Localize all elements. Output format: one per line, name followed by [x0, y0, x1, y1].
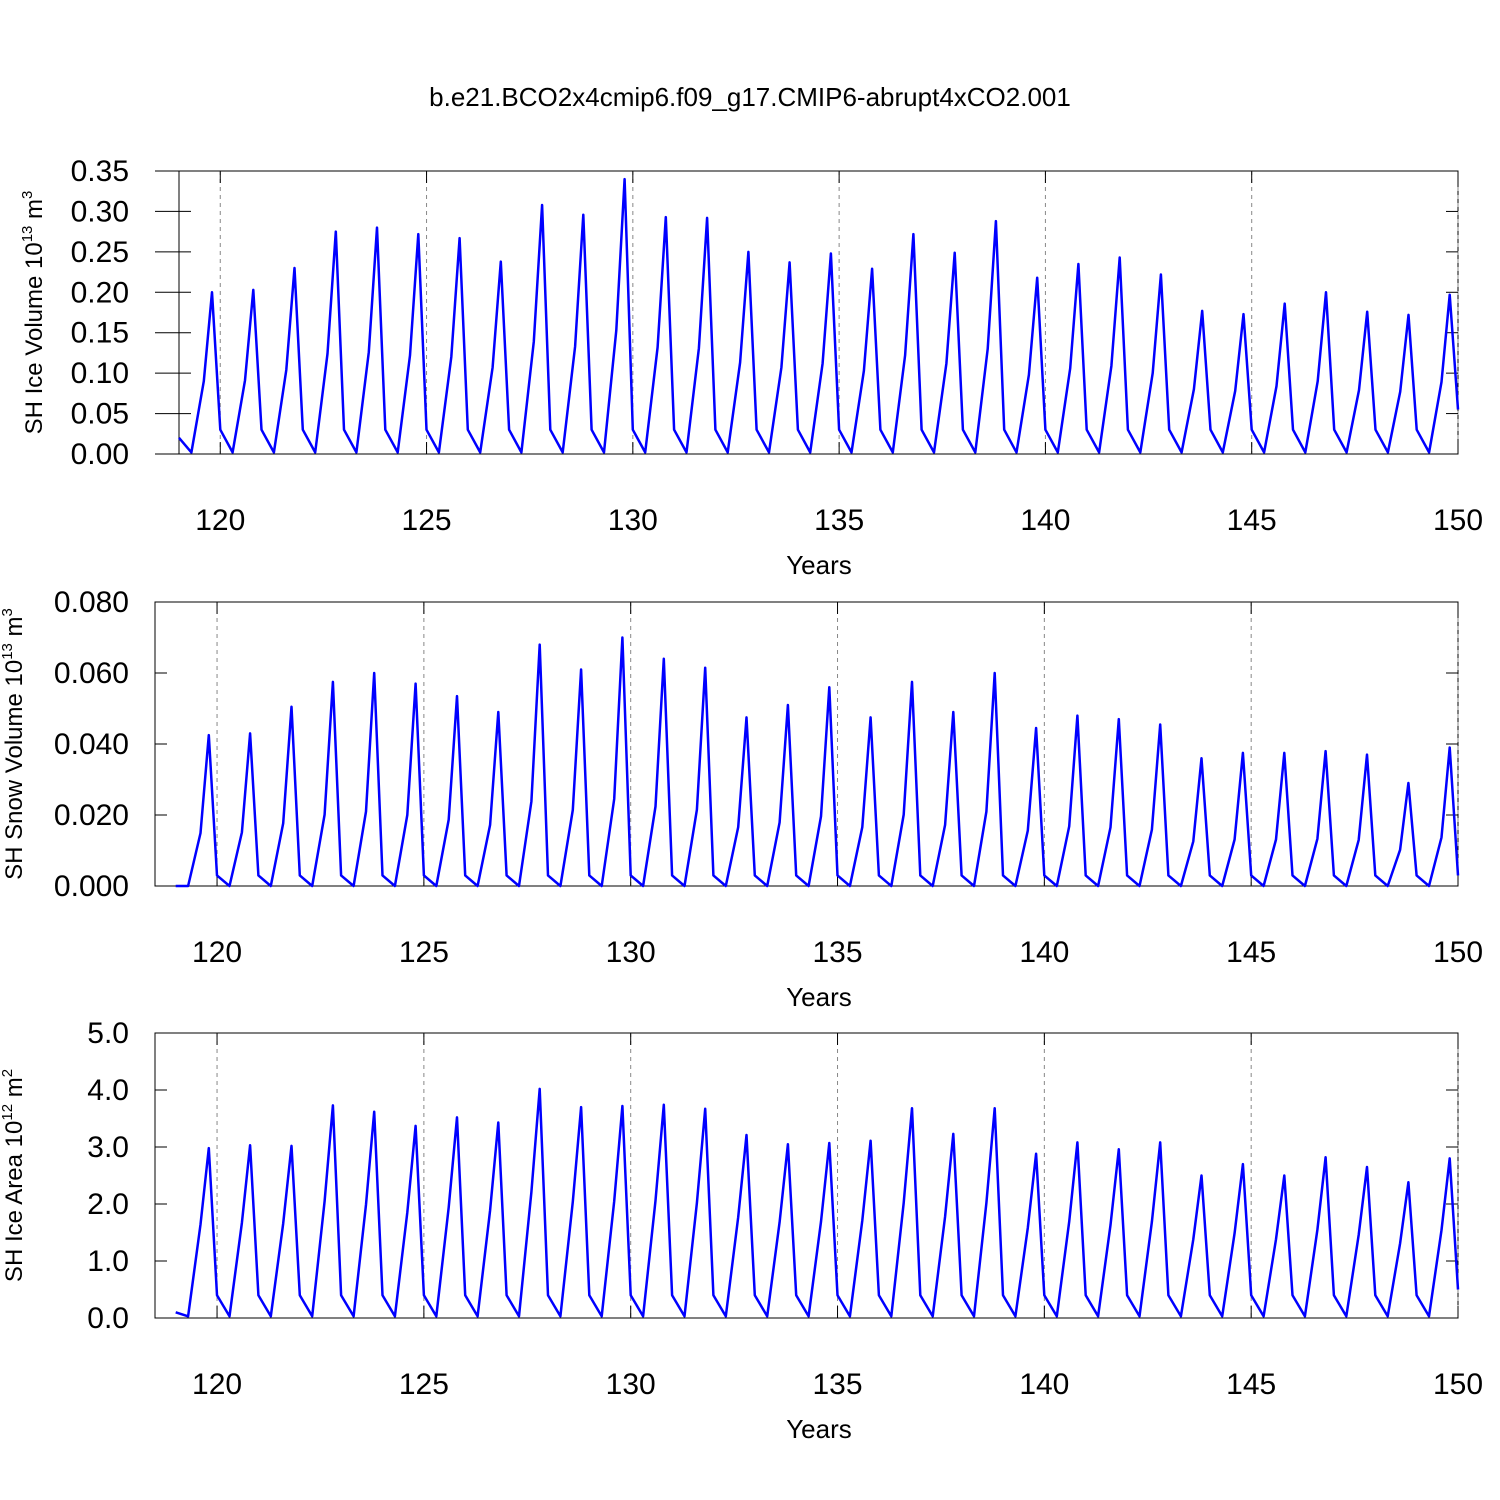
label-part: m [21, 199, 48, 226]
y-tick-label: 0.05 [71, 398, 129, 431]
y-tick-label: 1.0 [87, 1245, 129, 1278]
x-tick-label: 150 [1433, 1368, 1483, 1401]
y-tick-label: 3.0 [87, 1131, 129, 1164]
data-line [175, 1087, 1460, 1318]
superscript: 12 [0, 1104, 16, 1121]
y-tick-label: 0.35 [71, 155, 129, 188]
y-tick-label: 0.10 [71, 357, 129, 390]
y-axis-label: SH Snow Volume 1013 m3 [0, 608, 28, 880]
x-axis-label: Years [786, 982, 852, 1012]
x-tick-label: 130 [606, 936, 656, 969]
x-tick-label: 145 [1226, 936, 1276, 969]
x-axis-label: Years [786, 1414, 852, 1444]
data-line [175, 636, 1460, 888]
x-axis-label: Years [786, 550, 852, 580]
y-tick-label: 4.0 [87, 1074, 129, 1107]
y-tick-label: 0.0 [87, 1302, 129, 1335]
y-tick-label: 5.0 [87, 1017, 129, 1050]
y-tick-label: 0.25 [71, 236, 129, 269]
plot-frame [154, 601, 1459, 887]
x-tick-label: 125 [399, 1368, 449, 1401]
y-tick-label: 0.15 [71, 317, 129, 350]
label-part: m [1, 616, 28, 643]
x-tick-label: 140 [1019, 936, 1069, 969]
y-axis-label: SH Ice Area 1012 m2 [0, 1069, 28, 1282]
superscript: 2 [0, 1069, 16, 1077]
x-tick-label: 125 [399, 936, 449, 969]
y-tick-label: 0.00 [71, 438, 129, 471]
x-tick-label: 145 [1226, 1368, 1276, 1401]
superscript: 3 [0, 608, 16, 616]
x-tick-label: 120 [195, 504, 245, 537]
y-tick-label: 0.080 [54, 586, 129, 619]
x-tick-label: 125 [402, 504, 452, 537]
data-line [178, 177, 1460, 454]
y-tick-label: 0.040 [54, 728, 129, 761]
x-tick-label: 145 [1227, 504, 1277, 537]
superscript: 13 [0, 643, 16, 660]
x-tick-label: 135 [814, 504, 864, 537]
x-tick-label: 130 [608, 504, 658, 537]
plot-frame [178, 170, 1459, 455]
x-tick-label: 130 [606, 1368, 656, 1401]
label-part: SH Ice Area 10 [1, 1121, 28, 1282]
y-axis-label: SH Ice Volume 1013 m3 [19, 191, 48, 435]
y-tick-label: 2.0 [87, 1188, 129, 1221]
x-tick-label: 150 [1433, 936, 1483, 969]
figure-title: b.e21.BCO2x4cmip6.f09_g17.CMIP6-abrupt4x… [429, 82, 1071, 112]
superscript: 3 [19, 191, 36, 199]
x-tick-label: 135 [812, 936, 862, 969]
x-tick-label: 135 [812, 1368, 862, 1401]
superscript: 13 [19, 226, 36, 243]
x-tick-label: 120 [192, 936, 242, 969]
label-part: m [1, 1077, 28, 1104]
y-tick-label: 0.20 [71, 276, 129, 309]
y-tick-label: 0.060 [54, 657, 129, 690]
label-part: SH Ice Volume 10 [21, 242, 48, 434]
y-tick-label: 0.020 [54, 799, 129, 832]
plot-frame [154, 1032, 1459, 1319]
x-tick-label: 140 [1019, 1368, 1069, 1401]
x-tick-label: 140 [1020, 504, 1070, 537]
x-tick-label: 150 [1433, 504, 1483, 537]
y-tick-label: 0.000 [54, 870, 129, 903]
y-tick-label: 0.30 [71, 195, 129, 228]
label-part: SH Snow Volume 10 [1, 660, 28, 880]
x-tick-label: 120 [192, 1368, 242, 1401]
